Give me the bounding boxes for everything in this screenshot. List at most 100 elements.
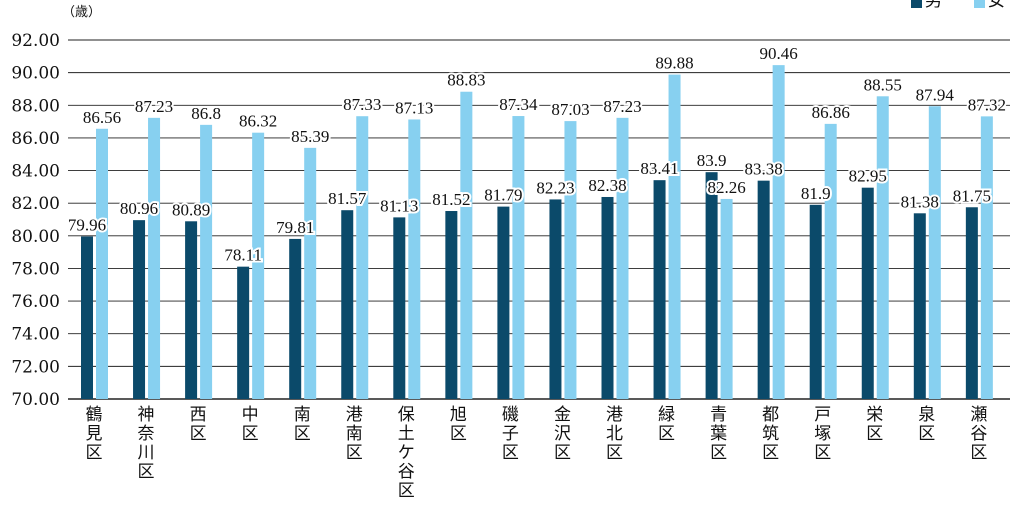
category-label-char: 区 [710, 443, 727, 463]
y-tick-label: 80.00 [11, 227, 60, 247]
category-label: 泉区 [918, 405, 935, 444]
data-label: 78.11 [224, 246, 262, 265]
data-label: 83.41 [640, 159, 678, 178]
bar-female [876, 96, 889, 399]
category-label-char: 土 [398, 424, 415, 444]
category-label: 南区 [294, 405, 311, 444]
bar-female [720, 198, 733, 399]
category-label-char: 北 [606, 424, 623, 444]
category-label-char: 子 [502, 424, 519, 444]
data-label: 83.38 [745, 160, 783, 179]
y-tick-label: 72.00 [11, 357, 60, 377]
category-label-char: 区 [346, 443, 363, 463]
bar-female [668, 74, 681, 399]
category-label: 西区 [190, 405, 207, 444]
category-label-char: 塚 [814, 424, 831, 444]
bar-male [81, 236, 93, 399]
data-label: 90.46 [760, 44, 798, 63]
category-label-char: 区 [86, 443, 103, 463]
category-label-char: 都 [762, 405, 779, 425]
category-label: 金沢区 [554, 405, 571, 463]
y-tick-label: 74.00 [11, 325, 60, 345]
legend-swatch [974, 0, 985, 8]
category-label-char: 神 [138, 405, 155, 425]
category-label-char: ケ [398, 443, 415, 463]
data-label: 81.57 [328, 189, 367, 208]
legend-swatch [911, 0, 922, 8]
data-label: 86.86 [812, 103, 850, 122]
category-label-char: 谷 [398, 462, 415, 482]
category-label-char: 西 [190, 405, 207, 425]
y-axis-tick-labels: 70.00 72.00 74.00 76.00 78.00 80.00 82.00 84.00… [11, 31, 60, 410]
bar-male [445, 211, 458, 399]
data-label: 80.89 [172, 200, 210, 219]
category-label-char: 区 [866, 424, 883, 444]
bar-female [824, 123, 837, 399]
data-label: 85.39 [291, 127, 329, 146]
category-label: 港北区 [606, 405, 623, 463]
data-label: 87.94 [916, 85, 955, 104]
y-tick-label: 78.00 [11, 259, 60, 279]
y-tick-label: 76.00 [11, 292, 60, 312]
legend-label: 女 [988, 0, 1005, 11]
category-label-char: 金 [554, 405, 571, 425]
grid-lines [68, 39, 1010, 400]
bar-female [772, 65, 785, 399]
category-label-char: 青 [710, 405, 727, 425]
bar-female [304, 147, 317, 399]
category-label-char: 区 [190, 424, 207, 444]
data-label: 86.56 [83, 108, 121, 127]
category-label-char: 区 [554, 443, 571, 463]
data-labels: 79.96 86.56 80.96 87.23 80.89 86.8 78.11 86.32 7… [66, 42, 1008, 267]
data-label: 81.79 [484, 186, 522, 205]
bar-male [913, 213, 926, 399]
bar-female [616, 117, 629, 399]
category-label: 港南区 [346, 405, 363, 463]
y-axis-unit-label: （歳） [62, 5, 101, 20]
y-tick-label: 92.00 [11, 31, 60, 51]
data-label: 79.81 [276, 218, 314, 237]
y-tick-label: 88.00 [11, 96, 60, 116]
x-axis-category-labels: 鶴見区神奈川区西区中区南区港南区保土ケ谷区旭区磯子区金沢区港北区緑区青葉区都筑区… [86, 405, 988, 501]
category-label-char: 泉 [918, 405, 935, 425]
y-tick-label: 70.00 [11, 390, 60, 410]
bar-female [148, 117, 161, 399]
legend-label: 男 [925, 0, 942, 11]
data-label: 87.23 [603, 97, 641, 116]
data-label: 82.26 [707, 178, 745, 197]
data-label: 86.8 [191, 104, 221, 123]
bar-female [512, 116, 525, 399]
category-label-char: 港 [606, 405, 623, 425]
category-label-char: 葉 [710, 424, 727, 444]
category-label-char: 戸 [814, 405, 831, 425]
bar-male [757, 180, 770, 399]
category-label: 青葉区 [710, 405, 727, 463]
data-label: 87.23 [135, 97, 173, 116]
data-label: 87.32 [968, 95, 1006, 114]
category-label: 磯子区 [502, 405, 519, 463]
category-label-char: 沢 [554, 424, 571, 444]
data-label: 82.23 [536, 178, 574, 197]
category-label-char: 区 [294, 424, 311, 444]
legend: 男女 [911, 0, 1005, 11]
category-label-char: 区 [450, 424, 467, 444]
data-label: 81.13 [380, 196, 418, 215]
category-label-char: 区 [398, 481, 415, 501]
category-label: 緑区 [658, 405, 675, 444]
data-label: 86.32 [239, 112, 277, 131]
bar-male [965, 207, 978, 399]
data-label: 81.9 [801, 184, 831, 203]
category-label: 旭区 [450, 405, 467, 444]
bar-male [341, 210, 354, 399]
bar-female [980, 116, 993, 400]
data-label: 88.55 [864, 75, 902, 94]
category-label-char: 鶴 [86, 405, 103, 425]
category-label-char: 区 [242, 424, 259, 444]
bar-female [356, 116, 369, 400]
data-label: 81.38 [901, 192, 939, 211]
y-tick-label: 82.00 [11, 194, 60, 214]
data-label: 81.75 [953, 186, 991, 205]
data-label: 87.34 [499, 95, 538, 114]
data-label: 83.9 [697, 151, 727, 170]
data-label: 82.95 [849, 167, 887, 186]
